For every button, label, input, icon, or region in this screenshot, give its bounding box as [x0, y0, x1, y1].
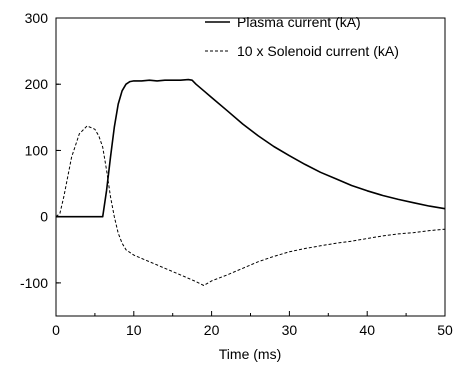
series-line-solenoid-current	[55, 125, 446, 286]
y-tick-label: 300	[25, 10, 49, 26]
plot-frame	[55, 17, 446, 317]
legend-label-solenoid-current: 10 x Solenoid current (kA)	[237, 43, 399, 59]
y-tick-label: -100	[20, 275, 48, 291]
x-axis-label: Time (ms)	[219, 346, 281, 362]
legend-label-plasma-current: Plasma current (kA)	[237, 14, 361, 30]
series	[55, 78, 446, 286]
x-tick-label: 10	[126, 322, 142, 338]
ticks: 0 10 20 30 40 50 -100 0 100 200 300	[20, 10, 453, 338]
x-tick-label: 20	[204, 322, 220, 338]
legend: Plasma current (kA) 10 x Solenoid curren…	[205, 14, 399, 59]
x-tick-label: 50	[437, 322, 453, 338]
x-tick-label: 30	[282, 322, 298, 338]
y-tick-label: 200	[25, 76, 49, 92]
y-tick-label: 100	[25, 142, 49, 158]
x-tick-label: 40	[359, 322, 375, 338]
series-line-plasma-current	[56, 78, 446, 218]
axes	[55, 17, 446, 317]
x-tick-label: 0	[52, 322, 60, 338]
y-tick-label: 0	[40, 209, 48, 225]
